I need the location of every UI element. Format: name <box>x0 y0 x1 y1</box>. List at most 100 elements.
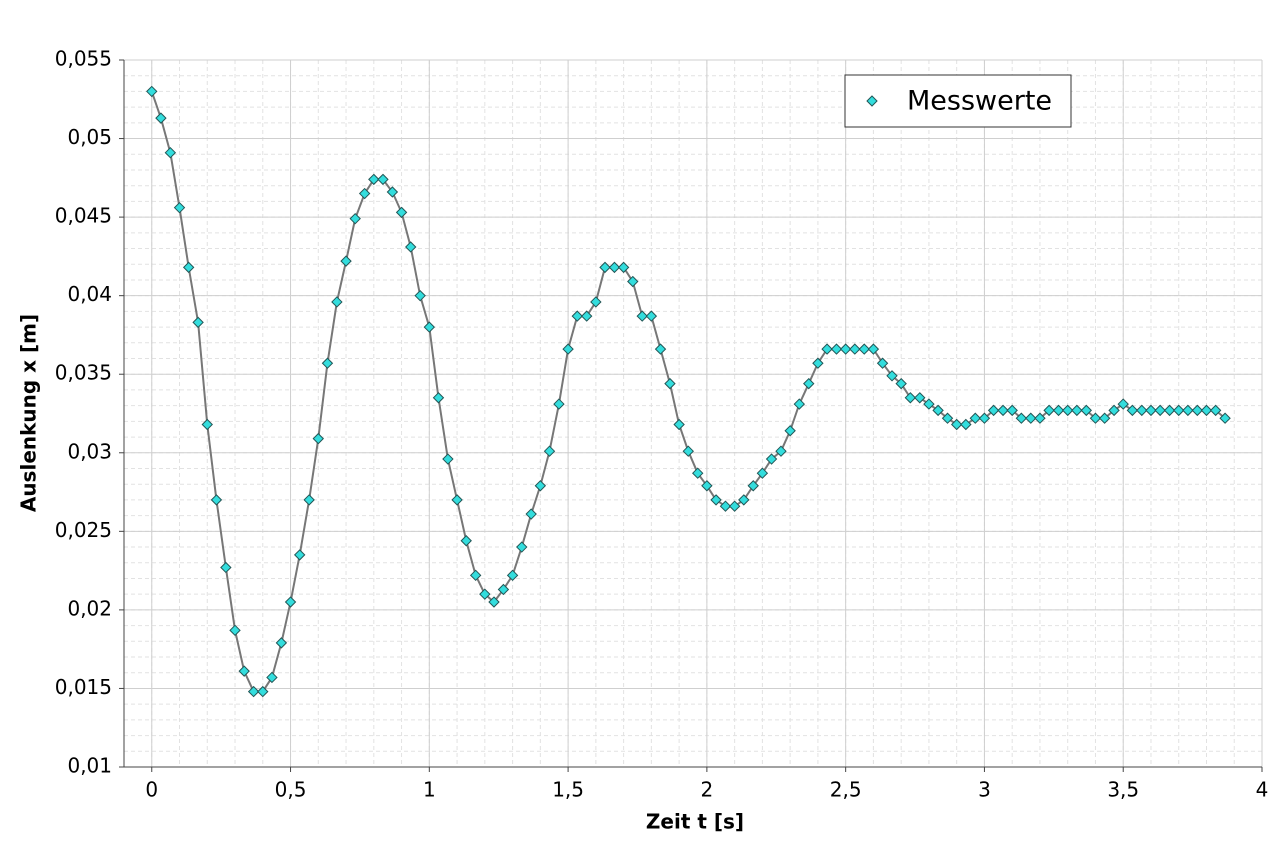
data-point <box>182 261 195 274</box>
data-point <box>1098 412 1111 424</box>
x-tick-label: 0,5 <box>275 778 307 802</box>
data-point <box>220 561 232 574</box>
data-point <box>692 467 704 479</box>
data-point <box>340 255 352 267</box>
data-point <box>858 343 870 355</box>
data-point <box>839 343 852 355</box>
data-point <box>1117 398 1129 410</box>
data-point <box>1015 412 1028 424</box>
legend-marker <box>866 95 878 107</box>
data-point <box>1043 404 1055 417</box>
data-point <box>886 370 898 382</box>
y-tick-label: 0,035 <box>55 361 112 385</box>
data-point <box>914 392 926 404</box>
y-tick-label: 0,045 <box>55 204 112 228</box>
data-point <box>654 343 667 355</box>
data-point <box>812 357 824 369</box>
data-point <box>553 398 565 410</box>
series-line <box>150 91 1226 693</box>
data-point <box>321 357 334 369</box>
y-tick-label: 0,055 <box>55 47 112 71</box>
data-point <box>331 296 343 308</box>
x-axis-title: Zeit t [s] <box>646 810 744 834</box>
data-point <box>164 146 177 159</box>
data-point <box>590 296 602 308</box>
x-tick-label: 3,5 <box>1107 778 1139 802</box>
data-point <box>414 289 426 302</box>
y-axis-title: Auslenkung x [m] <box>17 314 41 512</box>
x-tick-label: 3 <box>978 778 991 802</box>
data-point <box>1173 404 1185 417</box>
data-point <box>395 206 408 219</box>
data-point <box>238 665 250 677</box>
data-point <box>627 275 639 288</box>
data-point <box>1182 404 1194 417</box>
data-point <box>293 549 306 561</box>
data-point <box>405 241 417 253</box>
data-point <box>1154 404 1166 417</box>
data-point <box>229 624 241 637</box>
x-tick-label: 4 <box>1256 778 1269 802</box>
y-tick-label: 0,04 <box>67 282 112 306</box>
data-point <box>349 212 361 225</box>
data-point <box>303 494 315 506</box>
data-point <box>1025 412 1037 424</box>
data-point <box>923 398 935 410</box>
data-point <box>358 187 371 200</box>
data-point <box>1052 404 1065 417</box>
data-point <box>876 357 889 369</box>
data-point <box>173 201 186 214</box>
y-tick-label: 0,05 <box>67 125 112 149</box>
legend-label: Messwerte <box>907 86 1052 117</box>
data-point <box>312 432 324 445</box>
data-point <box>1219 412 1231 424</box>
y-tick-label: 0,01 <box>67 754 112 778</box>
data-point <box>1006 404 1018 417</box>
data-point <box>608 261 621 274</box>
data-point <box>830 343 843 355</box>
data-point <box>1034 412 1046 424</box>
data-point <box>636 310 648 322</box>
data-point <box>284 596 297 608</box>
y-tick-label: 0,03 <box>67 439 112 463</box>
data-point <box>645 310 658 322</box>
data-point <box>469 569 482 582</box>
data-point <box>821 343 833 355</box>
data-point <box>997 404 1009 417</box>
data-point <box>146 85 158 98</box>
data-point <box>784 425 796 437</box>
data-point <box>1089 412 1102 424</box>
data-point <box>710 494 722 506</box>
data-point <box>738 494 750 506</box>
data-point <box>368 173 380 186</box>
data-point <box>488 596 500 608</box>
x-tick-label: 2 <box>701 778 714 802</box>
data-point <box>247 685 260 698</box>
data-point <box>155 112 167 124</box>
data-point <box>497 583 510 596</box>
data-point <box>479 588 491 600</box>
data-point <box>516 541 528 553</box>
data-point <box>719 500 732 512</box>
data-point <box>1191 404 1204 417</box>
x-tick-label: 1 <box>423 778 436 802</box>
data-point <box>701 480 713 492</box>
data-point <box>895 377 907 390</box>
data-point <box>599 261 611 274</box>
data-point <box>960 418 972 431</box>
data-point <box>849 343 861 355</box>
data-point <box>747 480 759 492</box>
data-point <box>1108 404 1120 417</box>
data-point <box>904 392 917 404</box>
data-point <box>1163 404 1176 417</box>
x-tick-label: 1,5 <box>552 778 584 802</box>
data-point <box>987 404 1000 417</box>
data-point <box>525 508 537 520</box>
data-point <box>765 453 778 465</box>
data-point <box>1126 404 1139 417</box>
data-point <box>580 310 593 322</box>
data-point <box>451 494 463 506</box>
data-point <box>377 173 389 186</box>
y-tick-label: 0,015 <box>55 675 112 699</box>
data-point <box>756 467 769 479</box>
